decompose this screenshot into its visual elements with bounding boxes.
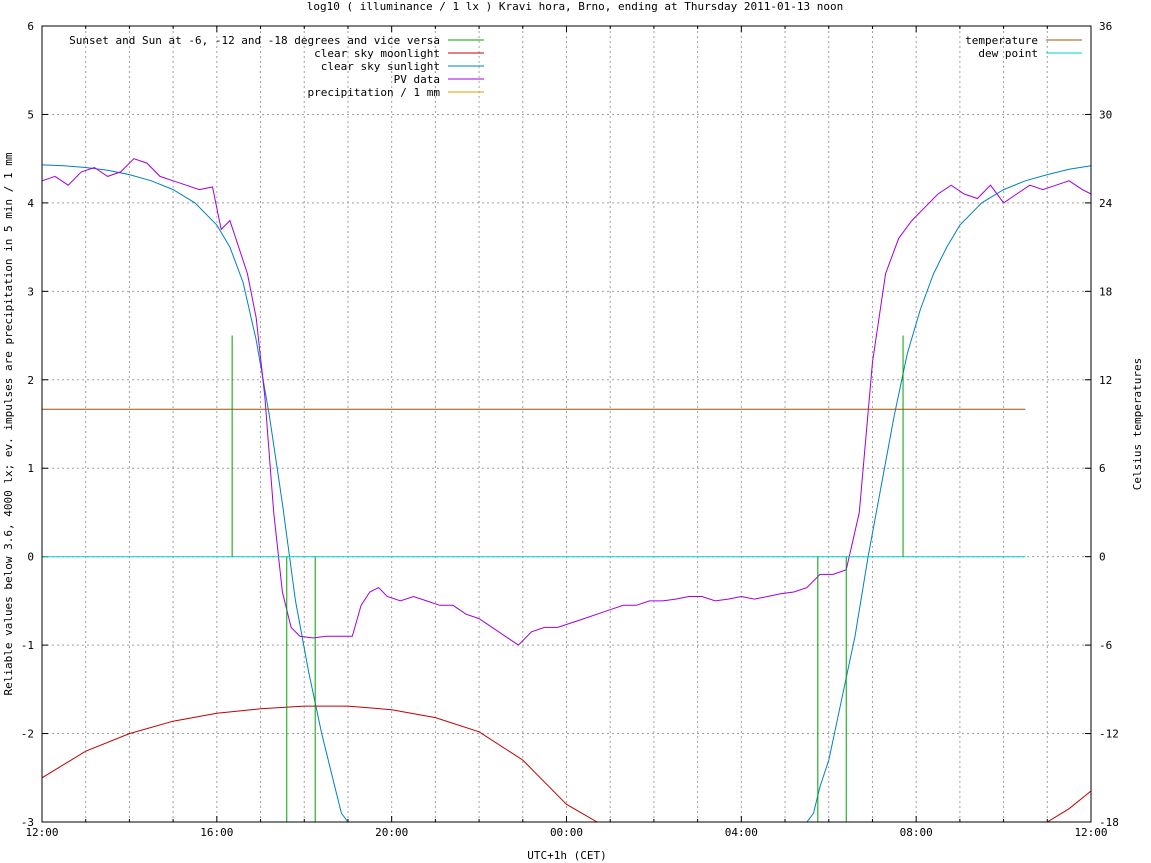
series-clear-sky-moonlight (41, 705, 1092, 823)
y2-tick-label: -12 (1099, 728, 1119, 741)
y2-tick-label: 6 (1099, 462, 1106, 475)
y2-tick-label: 30 (1099, 108, 1112, 121)
y2-tick-label: 18 (1099, 285, 1112, 298)
x-axis-label: UTC+1h (CET) (527, 849, 606, 862)
x-tick-label: 04:00 (725, 826, 758, 839)
x-tick-label: 12:00 (1074, 826, 1107, 839)
y-tick-label: 4 (27, 197, 34, 210)
x-tick-label: 16:00 (200, 826, 233, 839)
grid (42, 26, 1091, 822)
y2-axis-label: Celsius temperatures (1131, 358, 1144, 490)
series-pv-data (41, 158, 1092, 646)
y2-tick-label: 36 (1099, 20, 1112, 33)
y2-tick-label: -6 (1099, 639, 1112, 652)
x-tick-label: 12:00 (25, 826, 58, 839)
legend-left-label: precipitation / 1 mm (308, 86, 441, 99)
x-tick-label: 20:00 (375, 826, 408, 839)
y-tick-label: 5 (27, 108, 34, 121)
legend-left-label: clear sky sunlight (321, 60, 440, 73)
y2-tick-label: 12 (1099, 374, 1112, 387)
y2-tick-label: 0 (1099, 551, 1106, 564)
y-tick-label: -3 (21, 816, 34, 829)
legend-right-label: dew point (978, 47, 1038, 60)
y2-tick-label: 24 (1099, 197, 1113, 210)
legend-left: Sunset and Sun at -6, -12 and -18 degree… (69, 34, 484, 99)
y-tick-label: 2 (27, 374, 34, 387)
x-tick-label: 08:00 (900, 826, 933, 839)
y2-tick-label: -18 (1099, 816, 1119, 829)
y-axis-label: Reliable values below 3.6, 4000 lx; ev. … (2, 152, 15, 695)
y-tick-label: 3 (27, 285, 34, 298)
legend-left-label: PV data (394, 73, 440, 86)
legend-right-label: temperature (965, 34, 1038, 47)
impulse-layer (231, 335, 904, 822)
legend-left-label: clear sky moonlight (314, 47, 440, 60)
x-tick-label: 00:00 (550, 826, 583, 839)
y-tick-label: 1 (27, 462, 34, 475)
y-tick-label: 0 (27, 551, 34, 564)
y-tick-label: -1 (21, 639, 34, 652)
series-clear-sky-sunlight (41, 164, 1092, 823)
legend-left-label: Sunset and Sun at -6, -12 and -18 degree… (69, 34, 440, 47)
y-tick-label: -2 (21, 728, 34, 741)
chart-title: log10 ( illuminance / 1 lx ) Kravi hora,… (307, 0, 843, 13)
plot-frame (41, 25, 1092, 823)
y-tick-label: 6 (27, 20, 34, 33)
